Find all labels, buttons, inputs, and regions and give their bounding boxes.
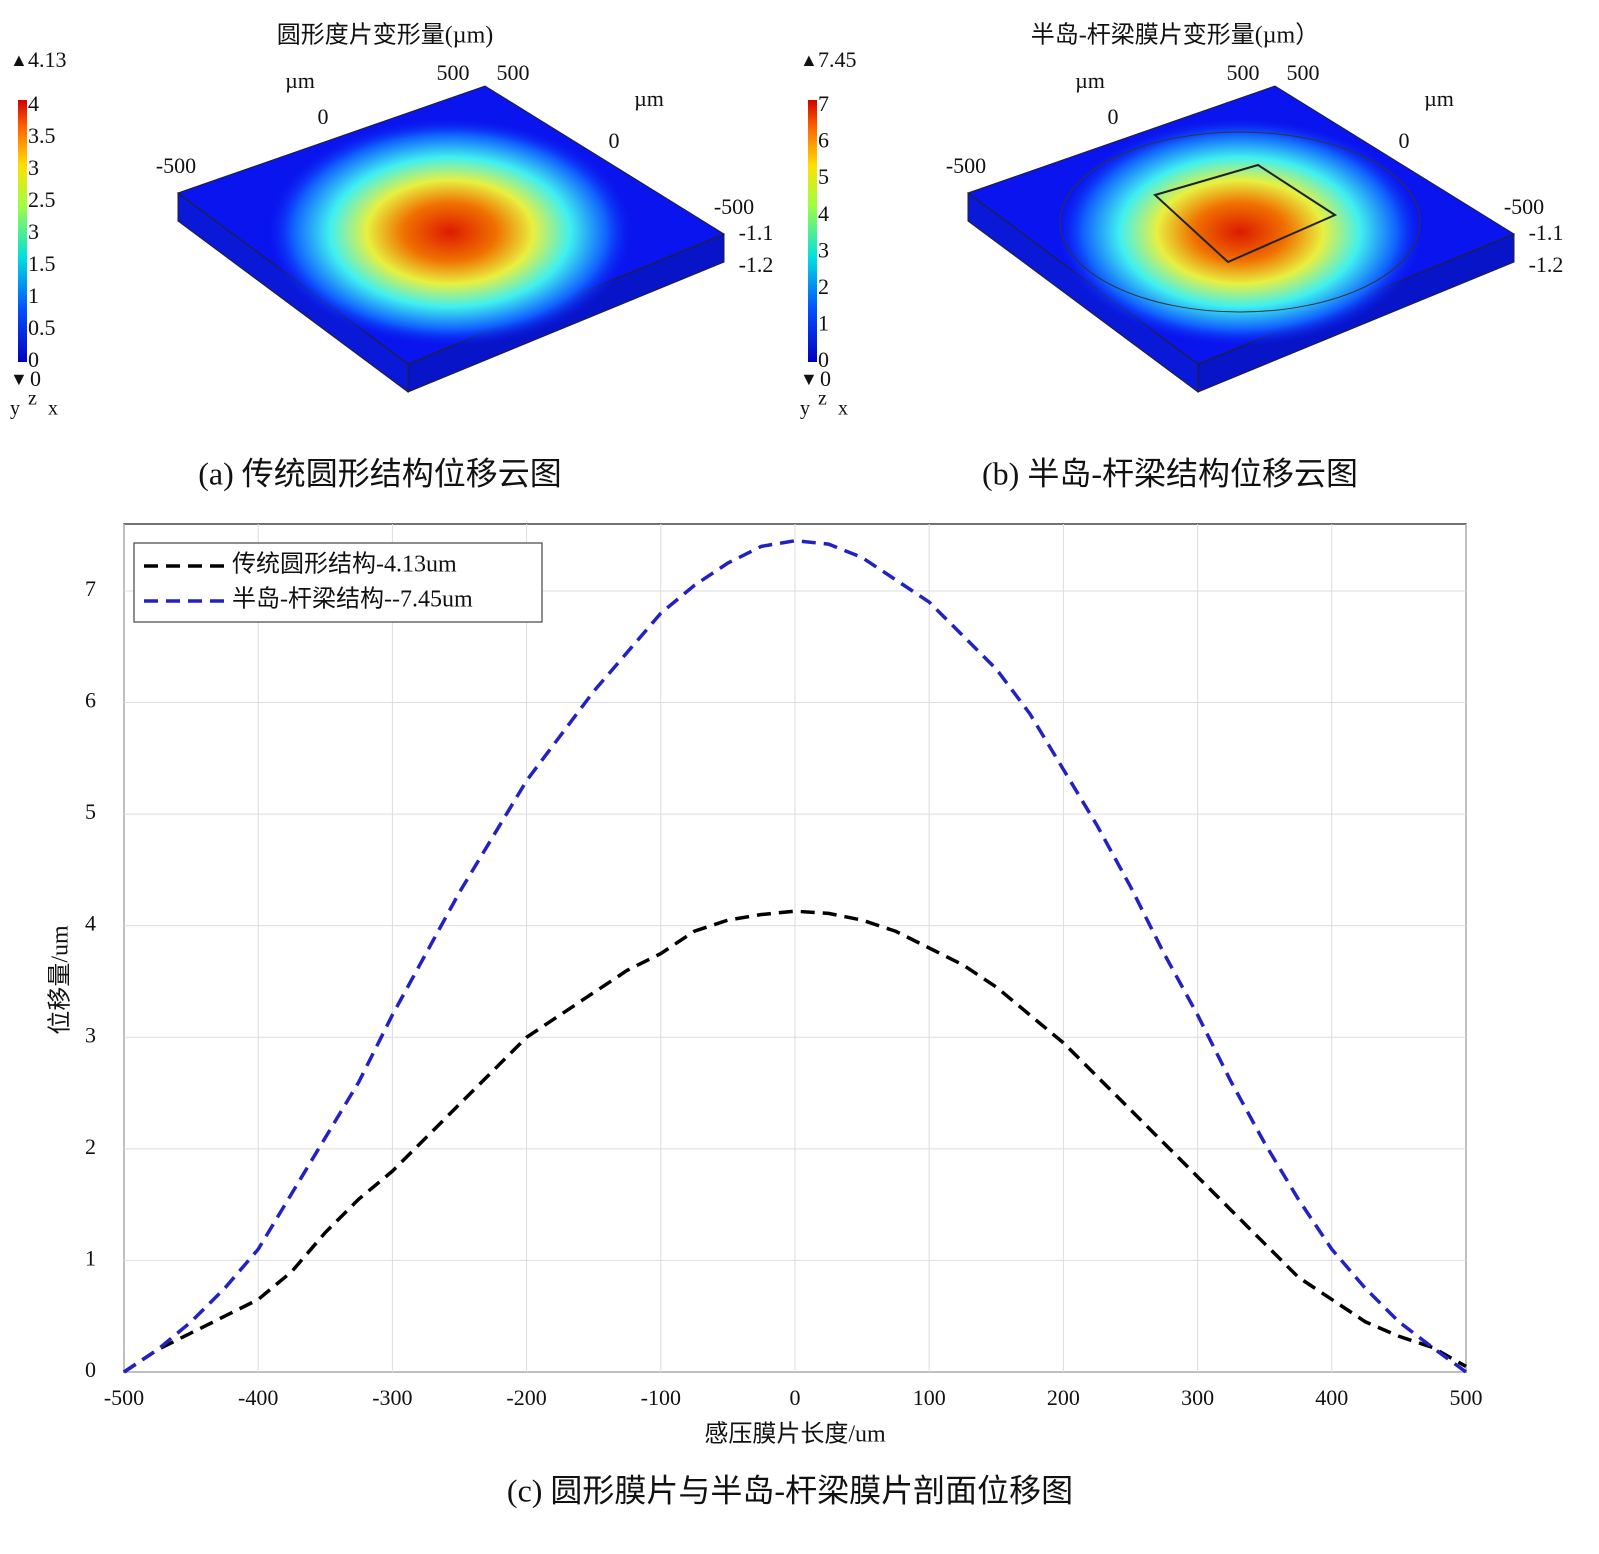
displacement-field	[265, 117, 635, 347]
series-line	[123, 538, 1468, 1374]
colorbar-max: 7.45	[818, 47, 857, 72]
x-tick-label: 100	[913, 1385, 946, 1410]
colorbar-tick-label: 4	[818, 201, 829, 226]
x-tick-label: -100	[641, 1385, 681, 1410]
colorbar-tick-label: 0.5	[28, 315, 56, 340]
colorbar-min: 0	[30, 366, 41, 391]
y-tick-label: 6	[85, 688, 96, 713]
axis-label: µm	[285, 68, 315, 93]
colorbar-tick-label: 5	[818, 164, 829, 189]
colorbar-tick-label: 2.5	[28, 187, 56, 212]
series-line	[123, 909, 1467, 1374]
colorbar-tick-label: 4	[28, 91, 39, 116]
axis-label: 500	[497, 60, 530, 85]
axis-label: µm	[1075, 68, 1105, 93]
y-tick-label: 5	[85, 799, 96, 824]
axis-label: -500	[714, 194, 754, 219]
colorbar-tick-label: 0	[818, 347, 829, 372]
colorbar-tick-label: 1	[28, 283, 39, 308]
colorbar-tick-label: 0	[28, 347, 39, 372]
y-tick-label: 4	[85, 911, 96, 936]
legend-label: 半岛-杆梁结构--7.45um	[232, 586, 473, 613]
y-tick-label: 7	[85, 576, 96, 601]
axis-label: -500	[946, 153, 986, 178]
x-axis-label: 感压膜片长度/um	[704, 1421, 886, 1448]
x-tick-label: 500	[1450, 1385, 1483, 1410]
panel-caption: (a) 传统圆形结构位移云图	[198, 455, 562, 491]
y-tick-label: 0	[85, 1357, 96, 1382]
colorbar-min: 0	[820, 366, 831, 391]
colorbar-tick-label: 1	[818, 310, 829, 335]
x-tick-label: 400	[1315, 1385, 1348, 1410]
axis-label: 500	[1227, 60, 1260, 85]
colorbar	[18, 100, 27, 362]
axis-label: 500	[437, 60, 470, 85]
legend-box	[133, 542, 543, 623]
axis-label: µm	[634, 86, 664, 111]
triad-label: x	[48, 398, 58, 420]
axis-label: -1.2	[1529, 252, 1564, 277]
colorbar-tick-label: 7	[818, 91, 829, 116]
legend-label: 传统圆形结构-4.13um	[232, 551, 457, 578]
axis-label: -500	[1504, 194, 1544, 219]
chart: -500 -400 -300 -200 -100 0 100 200 300 400 500 0 1 2 3…	[47, 523, 1483, 1508]
colorbar	[808, 100, 817, 362]
max-marker: ▲	[800, 50, 818, 70]
colorbar-tick-label: 3	[28, 219, 39, 244]
axis-label: 0	[1108, 104, 1119, 129]
displacement-field	[1055, 117, 1425, 347]
axis-label: -1.1	[739, 220, 774, 245]
y-tick-label: 2	[85, 1134, 96, 1159]
x-tick-label: -300	[372, 1385, 412, 1410]
axis-label: 0	[609, 128, 620, 153]
colorbar-max: 4.13	[28, 47, 67, 72]
colorbar-tick-label: 1.5	[28, 251, 56, 276]
triad-label: y	[800, 398, 810, 420]
triad-label: y	[10, 398, 20, 420]
min-marker: ▼	[800, 369, 818, 389]
x-tick-label: 0	[790, 1385, 801, 1410]
island	[1153, 163, 1338, 264]
colorbar-tick-label: 3	[818, 237, 829, 262]
triad-label: z	[28, 388, 37, 410]
axis-label: -1.2	[739, 252, 774, 277]
x-tick-label: -500	[104, 1385, 144, 1410]
x-tick-label: -400	[238, 1385, 278, 1410]
colorbar-tick-label: 3	[28, 155, 39, 180]
axis-label: 500	[1287, 60, 1320, 85]
triad-label: x	[838, 398, 848, 420]
y-tick-label: 3	[85, 1022, 96, 1047]
axis-label: -500	[156, 153, 196, 178]
min-marker: ▼	[10, 369, 28, 389]
axis-label: -1.1	[1529, 220, 1564, 245]
colorbar-tick-label: 6	[818, 128, 829, 153]
colorbar-tick-label: 3.5	[28, 123, 56, 148]
y-tick-label: 1	[85, 1245, 96, 1270]
panel-caption: (b) 半岛-杆梁结构位移云图	[982, 455, 1358, 491]
panel-title: 圆形度片变形量(µm)	[277, 22, 493, 49]
x-tick-label: 200	[1047, 1385, 1080, 1410]
chart-caption: (c) 圆形膜片与半岛-杆梁膜片剖面位移图	[507, 1472, 1073, 1508]
colorbar-tick-label: 2	[818, 274, 829, 299]
axis-label: µm	[1424, 86, 1454, 111]
x-tick-label: 300	[1181, 1385, 1214, 1410]
triad-label: z	[818, 388, 827, 410]
x-tick-label: -200	[506, 1385, 546, 1410]
panel-title: 半岛-杆梁膜片变形量(µm）	[1031, 22, 1319, 49]
membrane-outline	[1059, 131, 1421, 313]
max-marker: ▲	[10, 50, 28, 70]
axis-label: 0	[318, 104, 329, 129]
axis-label: 0	[1399, 128, 1410, 153]
y-axis-label: 位移量/um	[47, 925, 74, 1035]
